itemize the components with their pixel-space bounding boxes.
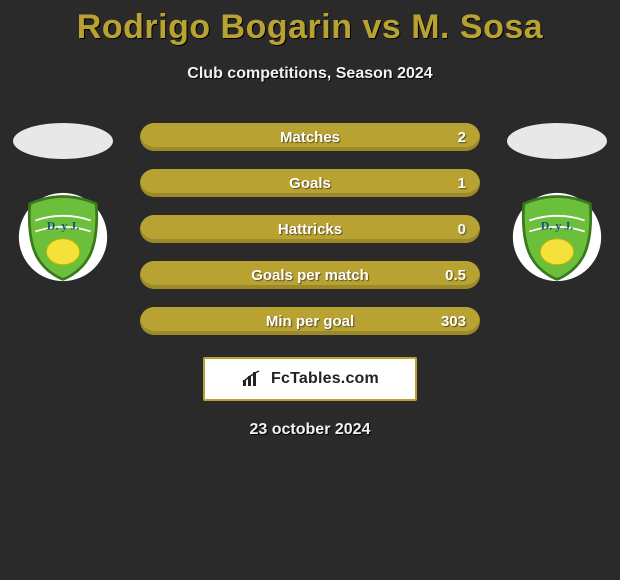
stat-label: Goals per match bbox=[251, 267, 369, 284]
shield-icon: D. y J. bbox=[17, 191, 109, 283]
stat-label: Min per goal bbox=[266, 313, 354, 330]
stat-row: Matches 2 bbox=[140, 123, 480, 151]
date-text: 23 october 2024 bbox=[10, 421, 610, 439]
stat-label: Matches bbox=[280, 129, 340, 146]
svg-text:D. y J.: D. y J. bbox=[47, 219, 80, 233]
barchart-icon bbox=[241, 370, 265, 388]
right-player-placeholder bbox=[507, 123, 607, 159]
right-club-badge: D. y J. bbox=[511, 191, 603, 283]
stat-label: Goals bbox=[289, 175, 331, 192]
stat-row: Goals 1 bbox=[140, 169, 480, 197]
stat-value: 303 bbox=[441, 313, 466, 330]
stat-row: Goals per match 0.5 bbox=[140, 261, 480, 289]
source-text: FcTables.com bbox=[271, 370, 379, 388]
stat-value: 2 bbox=[458, 129, 466, 146]
stat-value: 0.5 bbox=[445, 267, 466, 284]
svg-text:D. y J.: D. y J. bbox=[541, 219, 574, 233]
stats-bars: Matches 2 Goals 1 Hattricks 0 Goals per … bbox=[140, 123, 480, 335]
stat-row: Hattricks 0 bbox=[140, 215, 480, 243]
left-player-column: D. y J. bbox=[8, 123, 118, 283]
stat-value: 1 bbox=[458, 175, 466, 192]
stat-value: 0 bbox=[458, 221, 466, 238]
shield-icon: D. y J. bbox=[511, 191, 603, 283]
left-player-placeholder bbox=[13, 123, 113, 159]
left-club-badge: D. y J. bbox=[17, 191, 109, 283]
page-title: Rodrigo Bogarin vs M. Sosa bbox=[0, 0, 620, 47]
stat-row: Min per goal 303 bbox=[140, 307, 480, 335]
right-player-column: D. y J. bbox=[502, 123, 612, 283]
source-attribution: FcTables.com bbox=[203, 357, 417, 401]
stat-label: Hattricks bbox=[278, 221, 342, 238]
subtitle: Club competitions, Season 2024 bbox=[0, 65, 620, 83]
content-region: D. y J. D. y J. Matches 2 Goals 1 Hat bbox=[0, 123, 620, 439]
